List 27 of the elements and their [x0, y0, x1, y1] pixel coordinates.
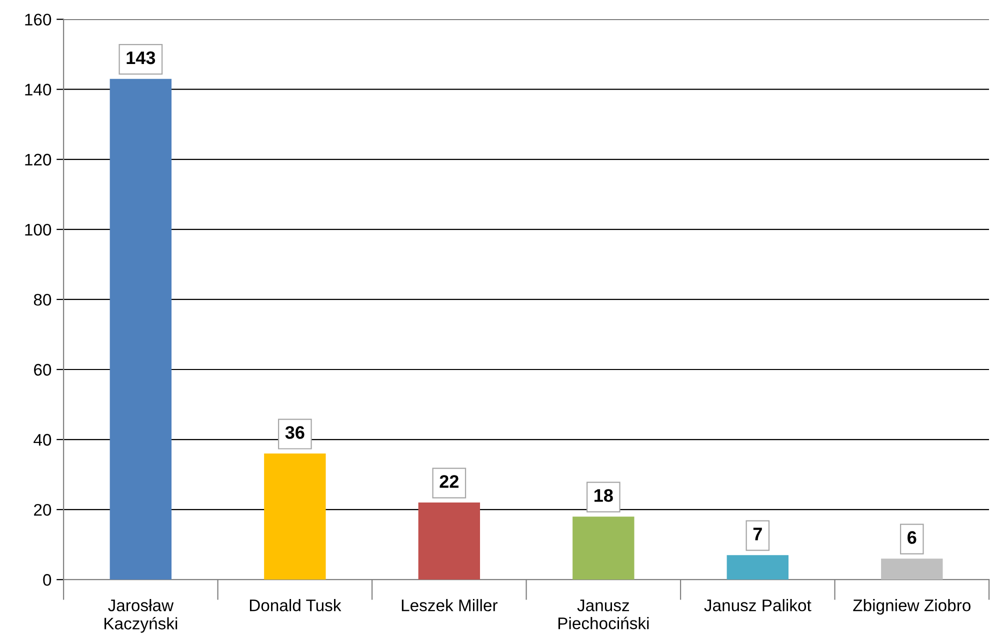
bar — [881, 558, 943, 580]
y-tick-label: 20 — [34, 504, 52, 516]
data-label: 7 — [753, 528, 762, 540]
y-tick-label: 160 — [25, 14, 52, 26]
data-label: 36 — [285, 426, 304, 439]
y-tick-label: 0 — [43, 574, 52, 586]
x-tick-label: Zbigniew Ziobro — [853, 599, 970, 615]
data-label: 22 — [440, 475, 458, 488]
bar — [110, 78, 172, 580]
bar — [264, 454, 326, 580]
y-tick-label: 100 — [25, 224, 52, 236]
bar — [418, 502, 480, 580]
y-tick-label: 140 — [25, 84, 52, 96]
x-tick-label: Jarosław Kaczyński — [104, 599, 178, 633]
x-tick-label: Leszek Miller — [402, 599, 498, 612]
bar — [726, 555, 789, 580]
x-tick-label: Janusz Piechociński — [558, 600, 649, 630]
x-tick-label: Donald Tusk — [250, 599, 342, 612]
data-label: 6 — [908, 531, 916, 544]
y-tick-label: 60 — [34, 364, 52, 376]
y-tick-label: 40 — [34, 434, 52, 446]
y-tick-label: 120 — [25, 154, 52, 166]
data-label: 18 — [594, 489, 613, 502]
bar — [572, 516, 634, 580]
data-label: 143 — [126, 51, 156, 64]
x-tick-label: Janusz Palikot — [704, 599, 812, 612]
y-tick-label: 80 — [34, 294, 52, 306]
